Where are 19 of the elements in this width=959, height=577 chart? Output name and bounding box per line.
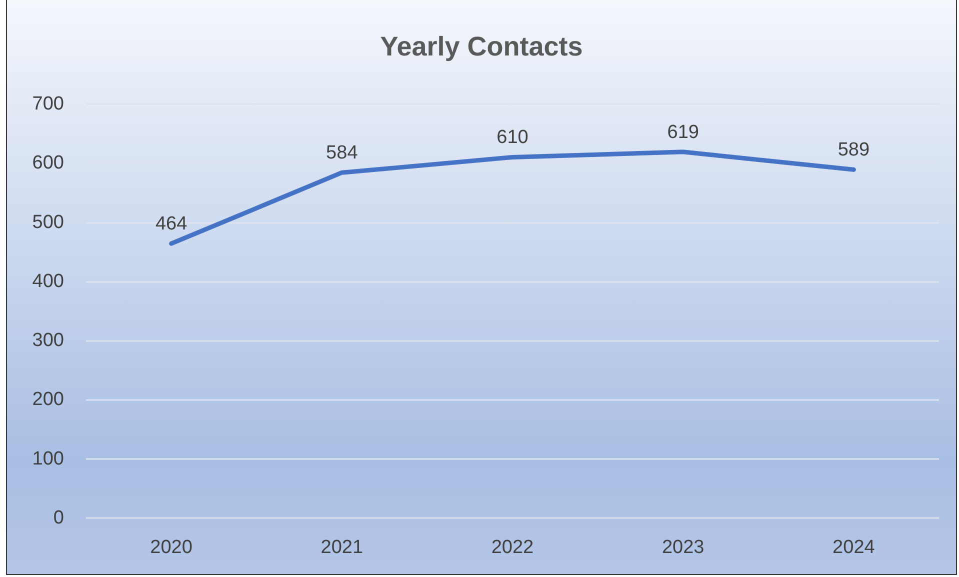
chart-title: Yearly Contacts [380, 32, 583, 62]
data-label: 610 [496, 127, 528, 148]
y-tick-label: 0 [53, 508, 64, 528]
x-tick-label: 2020 [150, 537, 192, 558]
x-tick-label: 2021 [320, 537, 364, 558]
x-tick-label: 2024 [832, 537, 876, 558]
y-tick-label: 500 [32, 212, 64, 233]
data-label: 589 [838, 140, 870, 161]
y-tick-label: 400 [32, 270, 64, 292]
y-tick-label: 100 [32, 448, 64, 470]
y-tick-label: 200 [32, 389, 64, 410]
data-label: 584 [326, 142, 358, 164]
x-tick-label: 2023 [662, 537, 704, 558]
y-tick-label: 700 [32, 94, 64, 114]
y-tick-label: 300 [32, 330, 64, 352]
y-tick-label: 600 [32, 152, 64, 174]
data-label: 464 [155, 214, 188, 235]
x-tick-label: 2022 [491, 537, 534, 558]
data-label: 619 [667, 122, 699, 143]
